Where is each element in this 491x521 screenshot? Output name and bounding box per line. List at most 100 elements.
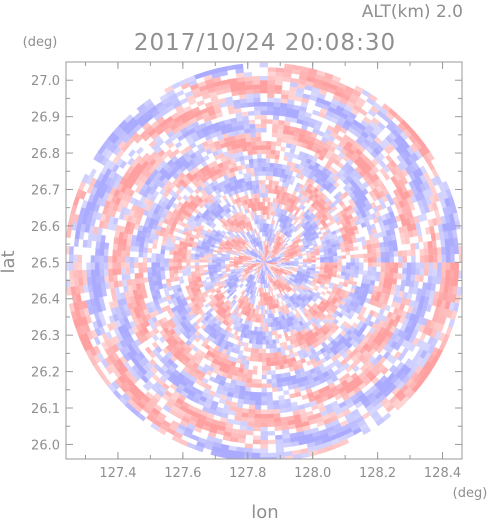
radar-cell — [371, 271, 377, 277]
radar-cell — [155, 257, 161, 263]
radar-cell — [265, 170, 270, 176]
radar-cell — [261, 153, 267, 159]
radar-cell — [266, 140, 272, 146]
radar-cell — [253, 352, 259, 358]
radar-cell — [125, 273, 131, 280]
radar-cell — [249, 167, 255, 173]
radar-cell — [138, 246, 144, 253]
radar-cell — [259, 192, 263, 198]
radar-cell — [384, 246, 390, 253]
radar-cell — [273, 352, 279, 358]
radar-cell — [168, 258, 174, 263]
radar-cell — [176, 262, 182, 267]
radar-cell — [181, 255, 187, 260]
radar-cell — [354, 262, 360, 267]
radar-cell — [253, 357, 259, 363]
radar-cell — [181, 258, 187, 263]
radar-cell — [269, 166, 275, 172]
radar-cell — [389, 251, 395, 258]
radar-cell — [389, 256, 395, 263]
radar-cell — [266, 379, 272, 385]
radar-cell — [272, 400, 280, 406]
radar-cell — [269, 352, 275, 358]
radar-cell — [380, 262, 386, 268]
radar-cell — [146, 262, 152, 268]
radar-cell — [307, 260, 312, 263]
radar-cell — [252, 365, 258, 371]
radar-cell — [257, 357, 263, 363]
radar-cell — [363, 262, 369, 267]
radar-cell — [397, 244, 403, 252]
radar-cell — [262, 340, 266, 345]
radar-cell — [125, 244, 131, 252]
radar-cell — [265, 357, 271, 363]
radar-cell — [257, 361, 263, 367]
radar-cell — [267, 313, 271, 319]
radar-cell — [401, 244, 407, 251]
radar-cell — [245, 141, 253, 147]
radar-cell — [380, 256, 386, 263]
radar-cell — [177, 268, 183, 274]
radar-cell — [164, 274, 171, 280]
radar-cell — [372, 262, 378, 268]
radar-cell — [270, 149, 277, 155]
radar-cell — [249, 123, 256, 129]
radar-cell — [271, 378, 277, 384]
radar-cell — [375, 247, 382, 254]
radar-cell — [265, 340, 270, 346]
radar-cell — [246, 145, 253, 151]
radar-cell — [256, 140, 262, 146]
radar-cell — [260, 205, 264, 211]
radar-cell — [146, 247, 153, 254]
radar-cell — [172, 269, 179, 274]
radar-cell — [265, 344, 270, 350]
radar-cell — [185, 258, 191, 263]
radar-cell — [120, 267, 126, 275]
radar-cell — [142, 251, 148, 258]
radar-cell — [248, 400, 256, 406]
radar-cell — [270, 365, 276, 371]
radar-cell — [120, 262, 126, 269]
radar-cell — [190, 264, 196, 269]
radar-cell — [265, 175, 270, 181]
radar-cell — [350, 254, 356, 259]
radar-cell — [181, 265, 187, 270]
radar-cell — [372, 257, 378, 263]
radar-cell — [151, 252, 157, 259]
radar-cell — [163, 262, 169, 267]
radar-cell — [258, 175, 263, 181]
radar-cell — [298, 260, 304, 263]
radar-cell — [359, 257, 365, 263]
radar-cell — [251, 374, 258, 380]
radar-cell — [358, 253, 364, 259]
radar-cell — [324, 262, 330, 266]
radar-cell — [142, 246, 149, 253]
radar-cell — [266, 404, 274, 411]
radar-cell — [260, 401, 268, 406]
radar-cell — [345, 254, 351, 260]
radar-cell — [367, 270, 373, 277]
radar-cell — [392, 272, 399, 280]
radar-cell — [261, 136, 267, 142]
radar-cell — [150, 257, 156, 263]
radar-cell — [177, 254, 183, 260]
radar-cell — [320, 262, 326, 266]
radar-cell — [138, 267, 144, 274]
radar-cell — [262, 322, 266, 328]
radar-cell — [207, 259, 213, 263]
radar-cell — [262, 201, 266, 207]
radar-cell — [261, 348, 267, 354]
radar-cell — [133, 262, 139, 269]
radar-cell — [262, 179, 266, 185]
radar-cell — [185, 268, 192, 273]
radar-cell — [164, 266, 170, 271]
radar-cell — [270, 374, 277, 380]
radar-cell — [367, 252, 373, 259]
radar-cell — [256, 379, 262, 385]
radar-cell — [266, 400, 274, 406]
radar-cell — [129, 256, 135, 263]
radar-cell — [252, 158, 258, 164]
radar-cell — [257, 162, 263, 168]
radar-cell — [376, 257, 382, 263]
radar-cell — [270, 158, 276, 164]
